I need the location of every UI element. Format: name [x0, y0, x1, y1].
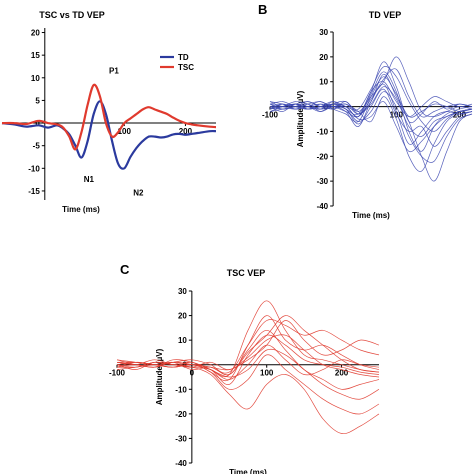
series-line-C-11 — [116, 315, 380, 376]
series-line-B-6 — [269, 91, 473, 163]
y-tick-label-A: -5 — [33, 142, 41, 151]
x-tick-label-A: 100 — [118, 127, 132, 136]
series-line-B-13 — [269, 81, 473, 118]
y-tick-label-A: 5 — [35, 96, 40, 105]
series-line-C-9 — [116, 319, 380, 374]
panel-label-B: B — [258, 2, 267, 17]
series-line-B-10 — [269, 56, 473, 117]
y-axis-label-C: Amplitude (µV) — [155, 348, 164, 405]
y-tick-label-A: 0 — [35, 119, 40, 128]
series-line-B-7 — [269, 68, 473, 118]
legend-label-tsc: TSC — [178, 63, 194, 72]
series-line-B-11 — [269, 88, 473, 147]
x-tick-label-C: 0 — [190, 369, 195, 378]
x-tick-label-B: 100 — [390, 111, 404, 120]
y-tick-label-C: -20 — [175, 410, 187, 419]
chart-title-C: TSC VEP — [227, 268, 266, 278]
y-tick-label-C: -40 — [175, 459, 187, 468]
y-tick-label-A: 15 — [31, 51, 40, 60]
series-line-A-1 — [1, 83, 217, 151]
peak-label-n2-A: N2 — [133, 188, 144, 197]
x-tick-label-B: -100 — [262, 111, 279, 120]
series-line-B-9 — [269, 101, 473, 153]
y-tick-label-B: -40 — [317, 202, 329, 211]
y-tick-label-B: 20 — [319, 53, 328, 62]
x-tick-label-C: 100 — [260, 369, 274, 378]
series-line-A-0 — [1, 100, 217, 170]
chart-title-A: TSC vs TD VEP — [39, 10, 105, 20]
y-tick-label-B: -10 — [317, 127, 329, 136]
y-tick-label-B: -20 — [317, 152, 329, 161]
series-line-C-8 — [116, 359, 380, 435]
y-tick-label-A: -10 — [28, 164, 40, 173]
y-tick-label-C: -30 — [175, 434, 187, 443]
y-tick-label-A: 10 — [31, 74, 40, 83]
y-tick-label-C: 30 — [178, 287, 187, 296]
y-tick-label-C: -10 — [175, 385, 187, 394]
y-tick-label-C: 20 — [178, 312, 187, 321]
x-axis-label-A: Time (ms) — [62, 205, 100, 214]
y-tick-label-B: 10 — [319, 78, 328, 87]
peak-label-n1-A: N1 — [84, 175, 95, 184]
peak-label-p1-A: P1 — [109, 66, 119, 75]
y-tick-label-B: -30 — [317, 177, 329, 186]
x-axis-label-C: Time (ms) — [229, 468, 267, 474]
series-line-C-3 — [116, 320, 380, 371]
y-tick-label-A: -15 — [28, 187, 40, 196]
x-axis-label-B: Time (ms) — [352, 211, 390, 220]
y-tick-label-A: 20 — [31, 29, 40, 38]
chart-title-B: TD VEP — [369, 10, 402, 20]
series-line-B-4 — [269, 96, 473, 172]
y-axis-label-B: Amplitude (µV) — [296, 90, 305, 147]
x-tick-label-C: -100 — [109, 369, 126, 378]
x-tick-label-A: 200 — [179, 127, 193, 136]
series-line-C-10 — [116, 344, 380, 380]
y-tick-label-B: 30 — [319, 28, 328, 37]
x-tick-label-B: 200 — [453, 111, 467, 120]
x-tick-label-C: 200 — [335, 369, 349, 378]
y-tick-label-C: 10 — [178, 336, 187, 345]
panel-label-C: C — [120, 262, 130, 277]
legend-label-td: TD — [178, 53, 189, 62]
